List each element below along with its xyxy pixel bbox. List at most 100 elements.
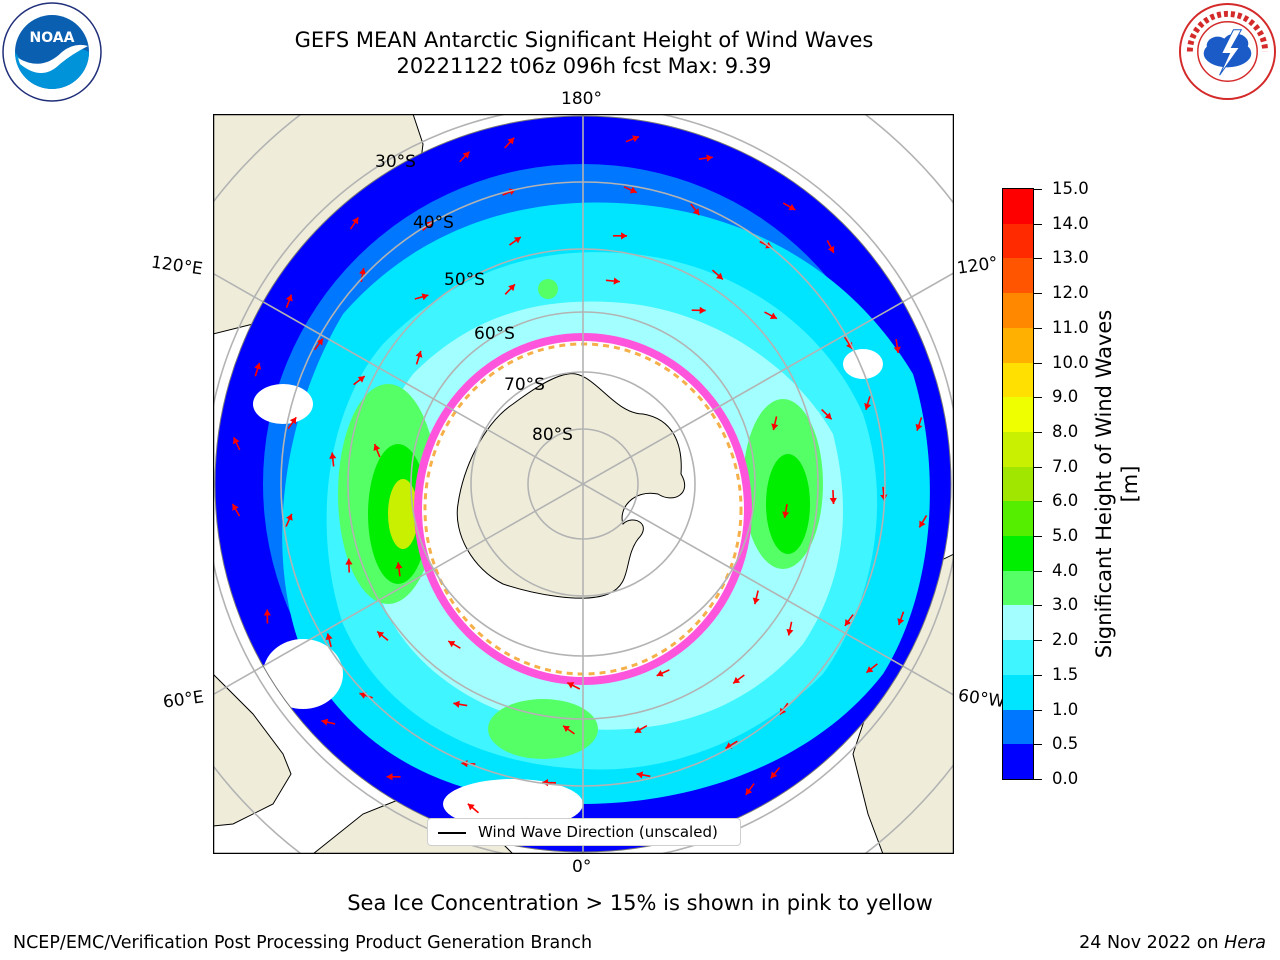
legend-line-sample xyxy=(438,832,466,834)
lat-label-60s: 60°S xyxy=(474,324,515,344)
wave-direction-arrowhead xyxy=(829,497,837,505)
wave-direction-arrowhead xyxy=(563,725,571,733)
wave-direction-arrowhead xyxy=(421,293,429,301)
wave-direction-arrowhead xyxy=(893,346,901,353)
colorbar-tick-mark xyxy=(1034,640,1042,642)
colorbar-segment xyxy=(1003,362,1033,398)
wave-direction-arrowhead xyxy=(448,641,456,648)
colorbar-tick-label: 13.0 xyxy=(1052,248,1089,268)
footer-machine: Hera xyxy=(1224,933,1266,953)
colorbar-tick-mark xyxy=(1034,258,1042,260)
colorbar-tick-label: 10.0 xyxy=(1052,352,1089,372)
colorbar-segment xyxy=(1003,431,1033,467)
colorbar-tick-mark xyxy=(1034,570,1042,572)
wave-direction-arrowhead xyxy=(788,203,796,211)
colorbar-segment xyxy=(1003,223,1033,259)
wave-direction-arrowhead xyxy=(453,700,460,708)
wave-direction-arrowhead xyxy=(706,154,713,162)
chart-title: GEFS MEAN Antarctic Significant Height o… xyxy=(294,28,874,52)
wave-direction-arrowhead xyxy=(656,669,664,677)
colorbar-tick-mark xyxy=(1034,501,1042,503)
wave-direction-arrowhead xyxy=(359,268,367,275)
colorbar-tick-label: 14.0 xyxy=(1052,213,1089,233)
colorbar-tick-label: 4.0 xyxy=(1052,560,1079,580)
colorbar-segment xyxy=(1003,257,1033,294)
footer-date-text: 24 Nov 2022 on xyxy=(1079,933,1219,953)
wave-direction-arrowhead xyxy=(286,513,293,521)
lat-label-80s: 80°S xyxy=(532,425,573,445)
colorbar-segment xyxy=(1003,188,1033,224)
noaa-logo-icon: NOAA xyxy=(2,2,102,102)
lon-label-0: 0° xyxy=(572,857,592,877)
colorbar-segment xyxy=(1003,500,1033,537)
colorbar-tick-mark xyxy=(1034,293,1042,295)
wave-direction-arrowhead xyxy=(316,338,323,346)
legend-label: Wind Wave Direction (unscaled) xyxy=(478,823,718,841)
wave-direction-arrowhead xyxy=(716,272,723,280)
wave-direction-arrowhead xyxy=(508,284,515,292)
colorbar-tick-mark xyxy=(1034,779,1042,780)
colorbar-tick-mark xyxy=(1034,327,1042,329)
wave-direction-arrowhead xyxy=(770,771,778,779)
colorbar-segment xyxy=(1003,570,1033,606)
wave-direction-arrowhead xyxy=(864,403,872,410)
wave-direction-arrowhead xyxy=(357,376,365,383)
wave-direction-arrowhead xyxy=(254,362,262,370)
graticule xyxy=(213,114,954,854)
lat-label-30s: 30°S xyxy=(375,152,416,172)
wave-direction-arrowhead xyxy=(771,423,779,431)
colorbar-segment xyxy=(1003,327,1033,363)
wave-direction-arrowhead xyxy=(325,633,333,641)
wave-direction-arrowhead xyxy=(462,151,470,159)
colorbar-tick-label: 7.0 xyxy=(1052,456,1079,476)
wave-direction-arrowhead xyxy=(351,217,359,225)
lon-label-120e: 120°E xyxy=(149,252,204,280)
wave-direction-arrowhead xyxy=(636,771,644,779)
footer-date: 24 Nov 2022 on Hera xyxy=(1079,933,1266,953)
lat-label-50s: 50°S xyxy=(444,270,485,290)
lat-label-70s: 70°S xyxy=(504,375,545,395)
wave-direction-arrowhead xyxy=(827,245,835,253)
colorbar-tick-label: 11.0 xyxy=(1052,317,1089,337)
wave-direction-arrowhead xyxy=(915,423,923,431)
colorbar-tick-label: 15.0 xyxy=(1052,179,1089,198)
wave-direction-arrowhead xyxy=(395,562,403,569)
map-panel xyxy=(213,114,954,854)
wave-direction-arrowhead xyxy=(897,618,905,625)
colorbar-tick-label: 1.0 xyxy=(1052,699,1079,719)
colorbar-tick-mark xyxy=(1034,709,1042,711)
colorbar-tick-mark xyxy=(1034,536,1042,538)
colorbar-tick-label: 5.0 xyxy=(1052,526,1079,546)
wave-direction-arrowhead xyxy=(289,417,297,425)
wave-direction-arrowhead xyxy=(733,676,741,684)
colorbar xyxy=(1002,188,1034,780)
noaa-logo-text: NOAA xyxy=(30,30,75,46)
wave-direction-arrowhead xyxy=(263,609,271,616)
wave-direction-arrowhead xyxy=(373,444,381,452)
colorbar-tick-mark xyxy=(1034,674,1042,676)
wave-direction-arrowhead xyxy=(567,682,575,689)
wave-direction-arrowhead xyxy=(232,503,239,511)
wave-direction-arrowhead xyxy=(634,726,642,733)
colorbar-segment xyxy=(1003,466,1033,502)
colorbar-tick-label: 2.0 xyxy=(1052,630,1079,650)
wave-direction-arrowhead xyxy=(752,597,760,605)
wave-direction-arrowhead xyxy=(345,558,353,565)
colorbar-segment xyxy=(1003,535,1033,571)
wave-direction-arrowhead xyxy=(467,803,475,811)
colorbar-tick-label: 0.0 xyxy=(1052,769,1079,788)
wave-direction-arrowhead xyxy=(629,186,637,194)
wave-direction-arrowhead xyxy=(782,511,790,518)
wave-direction-arrowhead xyxy=(844,618,852,626)
colorbar-tick-label: 0.5 xyxy=(1052,734,1079,754)
colorbar-segment xyxy=(1003,396,1033,432)
wave-direction-arrowhead xyxy=(386,773,393,781)
wave-direction-arrowhead xyxy=(321,718,329,726)
colorbar-segment xyxy=(1003,639,1033,675)
wave-direction-arrowhead xyxy=(329,452,337,459)
lon-label-60w: 60°W xyxy=(956,685,1007,713)
colorbar-label: Significant Height of Wind Waves [m] xyxy=(1092,309,1142,659)
colorbar-tick-mark xyxy=(1034,362,1042,364)
wave-direction-arrowhead xyxy=(769,312,777,319)
colorbar-segment xyxy=(1003,709,1033,745)
